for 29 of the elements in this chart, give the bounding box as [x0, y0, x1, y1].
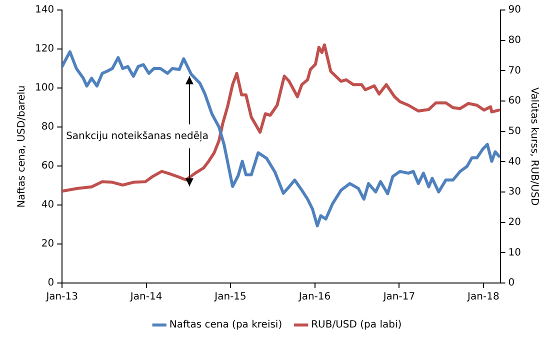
y2-tick-label: 10 — [508, 247, 522, 258]
y-tick-label: 100 — [34, 82, 54, 94]
y2-tick-label: 20 — [508, 216, 522, 228]
y-tick-label: 140 — [34, 4, 54, 16]
y-axis-title: Naftas cena, USD/barelu — [16, 85, 28, 208]
y2-tick-label: 40 — [508, 156, 522, 168]
y2-tick-label: 0 — [508, 278, 515, 289]
y-tick-label: 120 — [34, 44, 54, 55]
x-tick-label: Jan-18 — [466, 292, 500, 303]
y2-tick-label: 70 — [508, 65, 522, 76]
x-tick-label: Jan-16 — [298, 292, 331, 303]
y-tick-label: 40 — [41, 200, 54, 211]
y2-tick-label: 90 — [508, 4, 522, 16]
y-tick-label: 0 — [48, 278, 54, 289]
x-tick-label: Jan-14 — [129, 292, 162, 303]
annotation: Sankciju noteikšanas nedēļa — [66, 130, 208, 142]
y-tick-label: 20 — [41, 238, 54, 250]
y2-tick-label: 30 — [508, 186, 522, 198]
x-tick-label: Jan-15 — [214, 292, 246, 303]
y2-tick-label: 60 — [508, 96, 522, 107]
y2-tick-label: 80 — [508, 34, 522, 46]
y2-tick-label: 50 — [508, 126, 522, 137]
legend-label: RUB/USD (pa labi) — [311, 320, 402, 331]
y2-axis-title: Valūtas kurss, RUB/USD — [528, 87, 540, 206]
x-tick-label: Jan-17 — [382, 292, 416, 303]
y-tick-label: 60 — [41, 160, 54, 172]
legend-label: Naftas cena (pa kreisi) — [169, 320, 282, 331]
x-tick-label: Jan-13 — [45, 292, 78, 303]
y-tick-label: 80 — [41, 122, 54, 133]
